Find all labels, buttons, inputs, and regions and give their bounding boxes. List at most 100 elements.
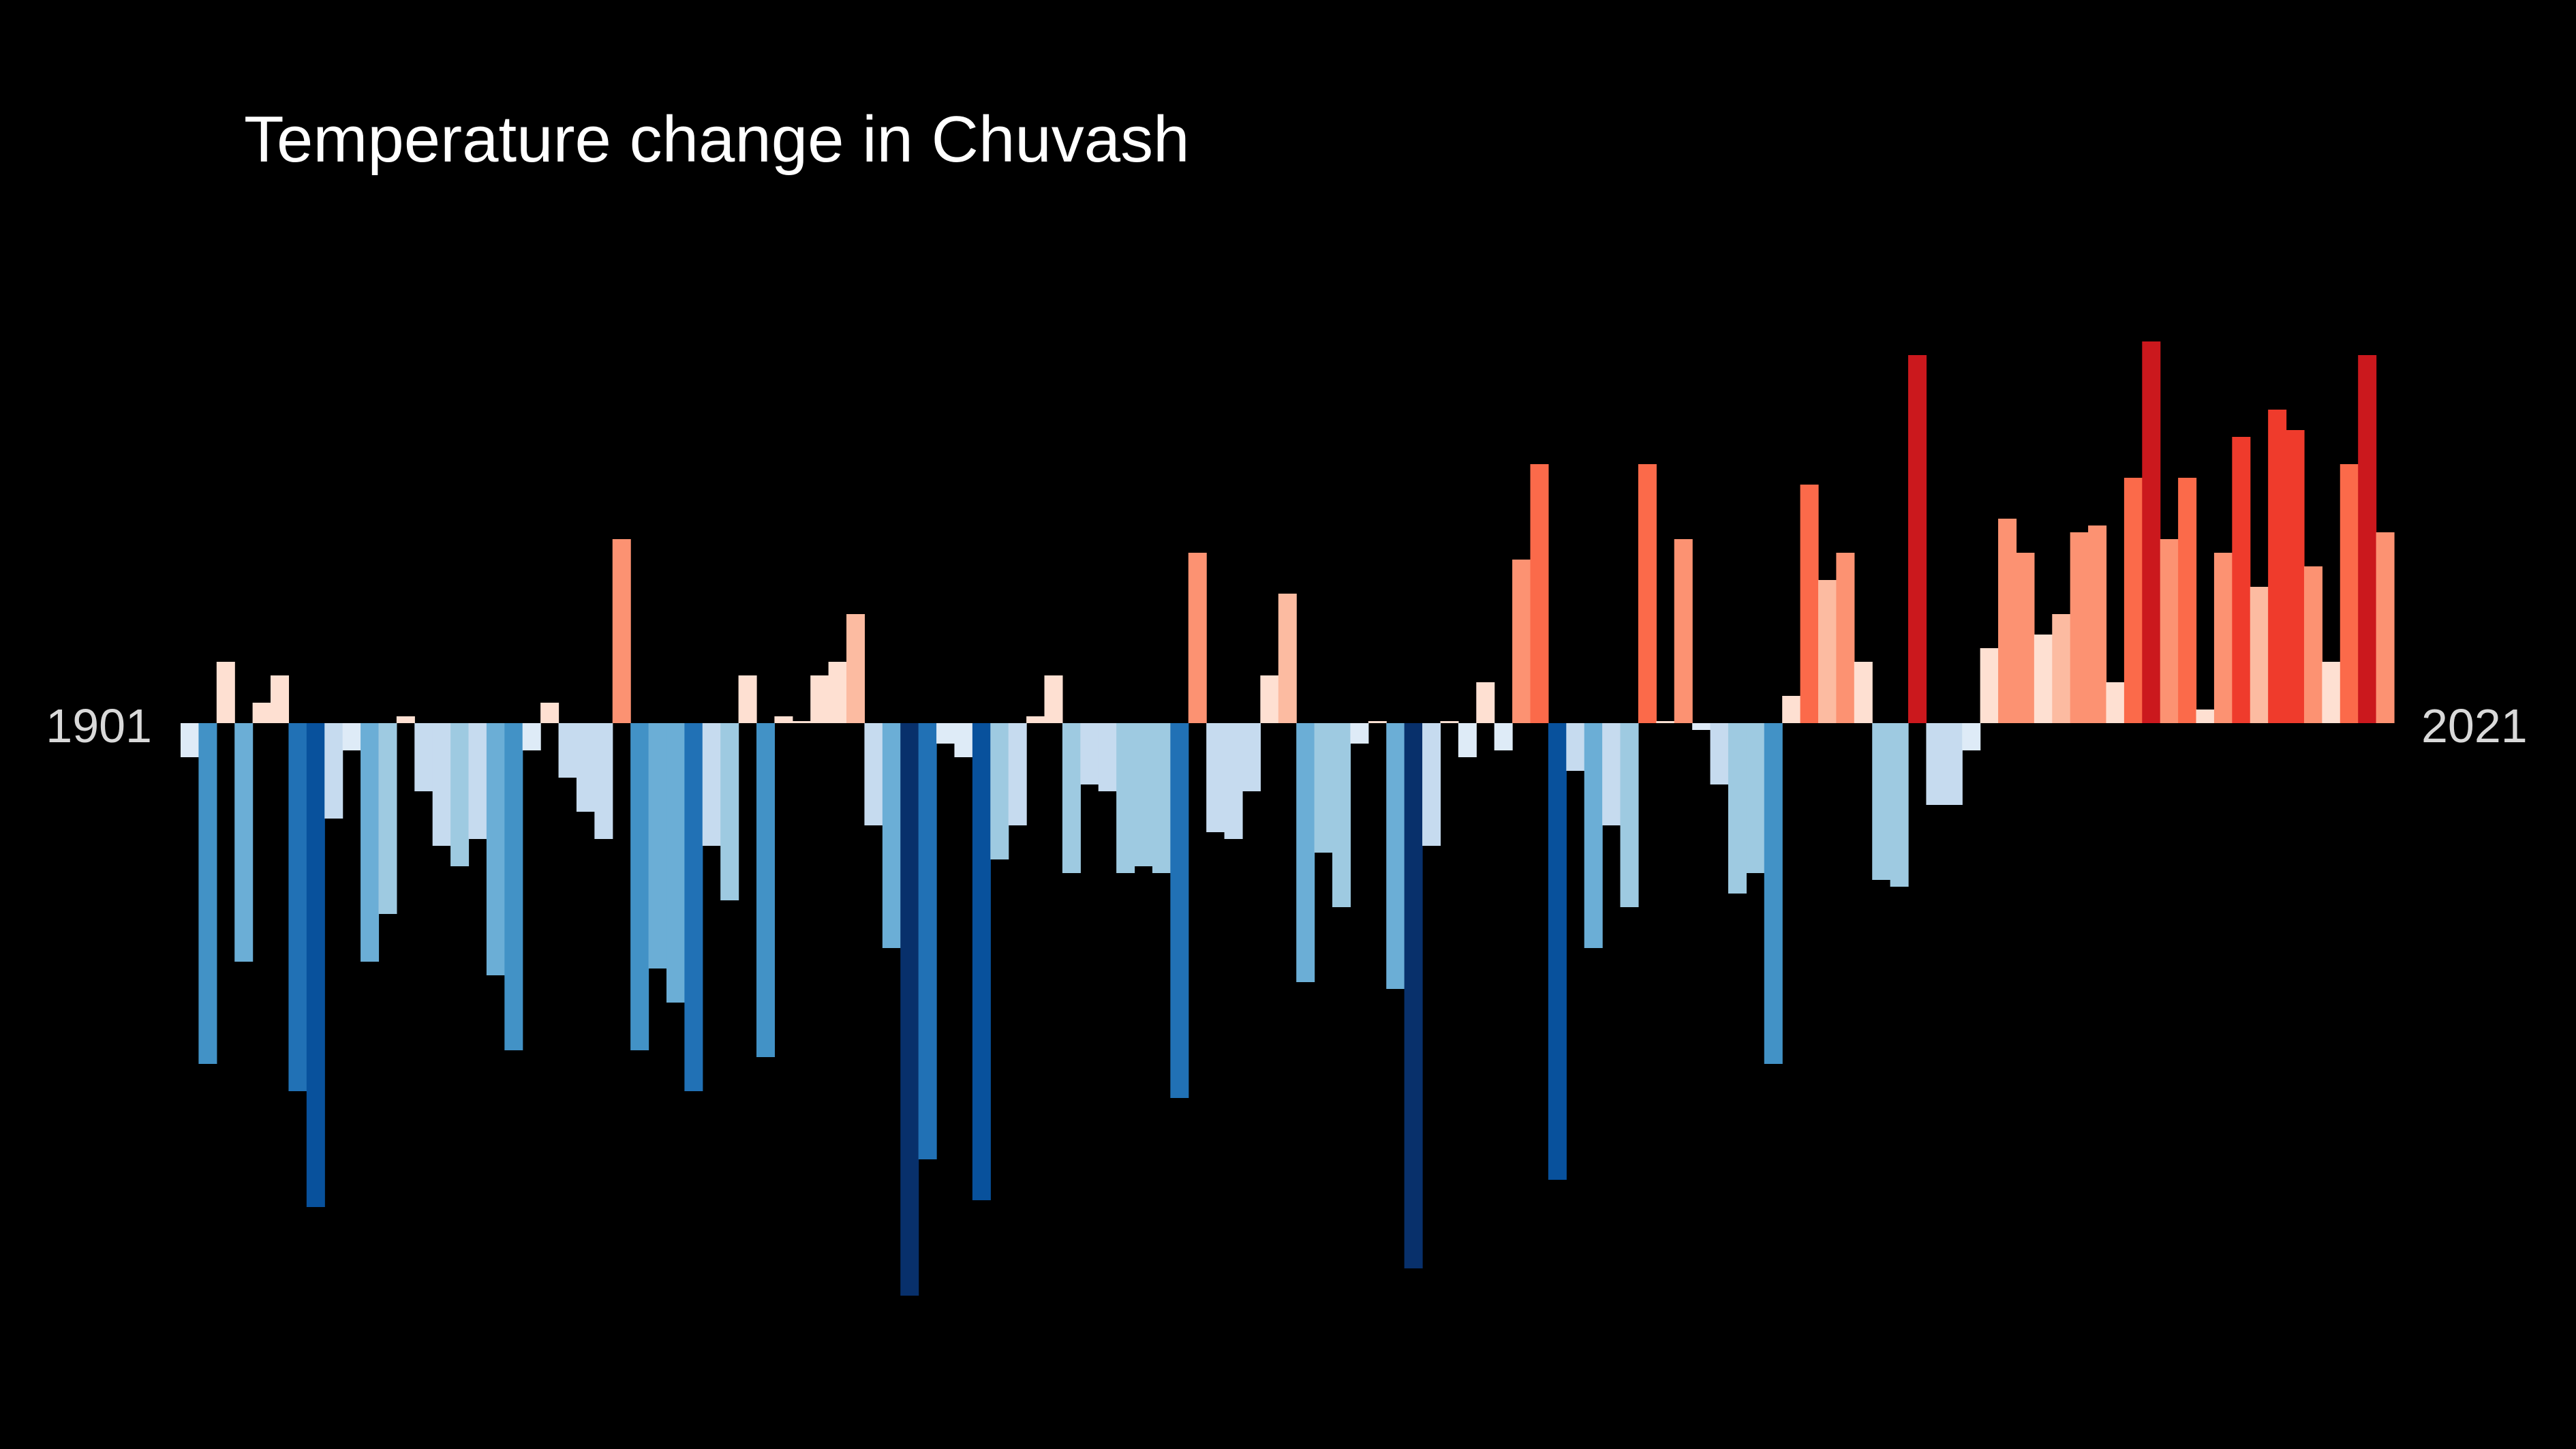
bar-1922 [558, 723, 577, 778]
bar-1902 [198, 723, 217, 1064]
bar-1935 [792, 721, 811, 723]
bar-1978 [1566, 723, 1585, 771]
bar-1905 [252, 703, 271, 723]
bar-1948 [1026, 716, 1045, 723]
bar-1908 [306, 723, 325, 1207]
bar-1993 [1836, 553, 1855, 723]
bar-1917 [468, 723, 487, 839]
bar-2011 [2160, 539, 2179, 723]
bar-1938 [846, 614, 865, 723]
bar-1934 [774, 716, 793, 723]
bar-1986 [1710, 723, 1729, 784]
bar-1910 [342, 723, 361, 750]
bar-1924 [594, 723, 613, 839]
end-year-label: 2021 [2421, 699, 2528, 752]
bar-1966 [1350, 723, 1369, 744]
bar-1998 [1926, 723, 1945, 805]
bar-1985 [1692, 723, 1711, 730]
bar-1945 [972, 723, 991, 1200]
bar-1994 [1854, 662, 1873, 723]
bar-2014 [2213, 553, 2233, 723]
bar-1983 [1656, 721, 1675, 723]
bar-1941 [900, 723, 919, 1296]
chart-title: Temperature change in Chuvash [244, 103, 1190, 176]
bar-2010 [2142, 341, 2161, 723]
bar-2000 [1962, 723, 1981, 750]
bar-1937 [828, 662, 847, 723]
bar-2016 [2250, 587, 2269, 723]
bar-1969 [1404, 723, 1423, 1268]
bar-1914 [414, 723, 433, 791]
bar-2003 [2016, 553, 2035, 723]
bar-2002 [1998, 519, 2017, 723]
bar-1951 [1080, 723, 1099, 784]
bar-1976 [1530, 464, 1549, 723]
bar-1973 [1476, 682, 1495, 723]
bar-2022 [2358, 355, 2377, 723]
bar-1929 [684, 723, 703, 1091]
bar-1930 [702, 723, 721, 846]
bar-1904 [234, 723, 254, 962]
bars-group [181, 341, 2395, 1296]
bar-1952 [1098, 723, 1117, 791]
bar-1975 [1512, 560, 1531, 723]
bar-1944 [954, 723, 973, 757]
bar-2012 [2178, 478, 2197, 723]
bar-1971 [1440, 721, 1459, 723]
bar-1999 [1944, 723, 1963, 805]
bar-1991 [1800, 485, 1819, 723]
bar-1923 [576, 723, 595, 812]
bar-2021 [2340, 464, 2359, 723]
start-year-label: 1901 [46, 699, 152, 752]
bar-1927 [648, 723, 667, 968]
bar-1916 [450, 723, 470, 866]
bar-1946 [990, 723, 1009, 859]
bar-1981 [1620, 723, 1639, 907]
bar-1943 [936, 723, 955, 744]
bar-1982 [1638, 464, 1657, 723]
bar-2006 [2070, 532, 2089, 723]
bar-1947 [1008, 723, 1027, 825]
bar-1992 [1818, 580, 1837, 723]
bar-1956 [1170, 723, 1189, 1098]
bar-1953 [1116, 723, 1135, 873]
bar-1925 [612, 539, 631, 723]
bar-1959 [1224, 723, 1243, 839]
bar-1926 [630, 723, 649, 1050]
bar-2023 [2376, 532, 2395, 723]
bar-1940 [882, 723, 901, 948]
bar-1954 [1134, 723, 1153, 866]
bar-1933 [756, 723, 776, 1057]
bar-1964 [1314, 723, 1333, 853]
bar-2009 [2123, 478, 2143, 723]
bar-2020 [2322, 662, 2341, 723]
bar-1931 [720, 723, 739, 900]
bar-1989 [1764, 723, 1783, 1064]
bar-1984 [1674, 539, 1693, 723]
bar-1901 [181, 723, 200, 757]
bar-1958 [1206, 723, 1225, 832]
bar-1950 [1062, 723, 1081, 873]
bar-1979 [1584, 723, 1603, 948]
bar-1990 [1782, 696, 1801, 723]
bar-1997 [1908, 355, 1927, 723]
bar-1962 [1278, 594, 1297, 723]
bar-1996 [1890, 723, 1909, 887]
bar-1995 [1872, 723, 1891, 880]
bar-1907 [288, 723, 307, 1091]
bar-1970 [1422, 723, 1441, 846]
bar-1980 [1602, 723, 1621, 825]
bar-1939 [864, 723, 883, 825]
bar-2004 [2034, 635, 2053, 723]
bar-1961 [1260, 675, 1279, 723]
bar-2018 [2286, 430, 2305, 723]
bar-1977 [1548, 723, 1567, 1180]
bar-1915 [432, 723, 451, 846]
bar-1906 [271, 675, 290, 723]
bar-1942 [918, 723, 937, 1159]
bar-1965 [1332, 723, 1351, 907]
bar-1963 [1296, 723, 1315, 982]
bar-2013 [2196, 710, 2215, 723]
bar-2008 [2106, 682, 2125, 723]
